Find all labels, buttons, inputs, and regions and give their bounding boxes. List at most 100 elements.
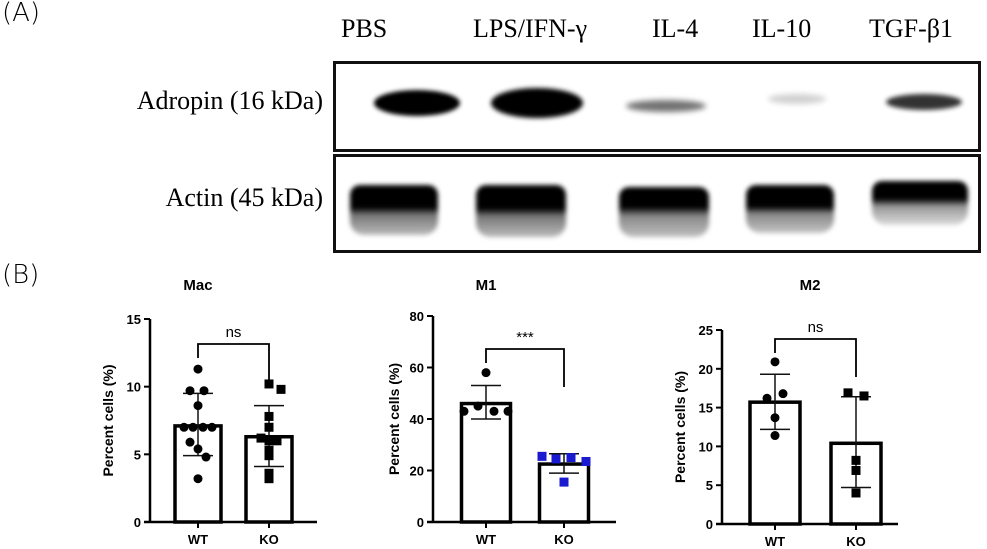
significance-label: ns: [808, 319, 824, 336]
data-point: [459, 406, 469, 416]
significance-bracket: [774, 338, 857, 377]
data-point: [179, 422, 189, 432]
lane-label-lps-ifn: LPS/IFN-γ: [473, 14, 588, 43]
band-actin-il4: [619, 187, 709, 237]
x-tick-label-wt: WT: [765, 534, 785, 549]
y-tick-label: 20: [699, 362, 713, 377]
x-tick-label-ko: KO: [846, 534, 866, 549]
row-label-adropin: Adropin (16 kDa): [136, 86, 323, 115]
data-point: [193, 444, 203, 454]
chart-m1: M1 0 20 40 60 80 Percent cells (%) WT KO ***: [386, 277, 616, 547]
data-point: [581, 456, 591, 466]
y-tick-label: 5: [134, 447, 141, 462]
band-adropin-il4: [626, 100, 706, 112]
data-point: [198, 422, 208, 432]
data-point: [473, 401, 483, 411]
y-tick-label: 0: [706, 517, 713, 532]
data-point: [537, 451, 547, 461]
y-tick-label: 15: [699, 401, 713, 416]
y-tick-label: 0: [134, 515, 141, 530]
y-tick-label: 10: [699, 439, 713, 454]
x-tick-label-ko: KO: [259, 532, 279, 547]
data-point: [264, 474, 274, 484]
data-point: [778, 389, 788, 399]
x-tick-label-ko: KO: [554, 532, 574, 547]
data-point: [503, 406, 513, 416]
data-point: [770, 413, 780, 423]
y-tick-label: 40: [410, 412, 424, 427]
data-point: [272, 436, 282, 446]
band-adropin-pbs: [374, 90, 460, 116]
chart-m2: M2 0 5 10 15 20 25 Percent cells (%) WT KO ns: [672, 277, 898, 549]
y-axis-title: Percent cells (%): [100, 364, 116, 476]
data-point: [566, 453, 576, 463]
data-point: [264, 411, 274, 421]
data-point: [559, 477, 569, 487]
data-point: [762, 393, 772, 403]
data-point: [851, 455, 861, 465]
band-actin-il10: [746, 185, 834, 233]
lane-label-il4: IL-4: [652, 14, 699, 43]
panel-a-label: (A): [2, 0, 41, 28]
x-tick-label-wt: WT: [188, 532, 208, 547]
data-point: [207, 422, 217, 432]
band-adropin-il10: [768, 94, 826, 104]
y-axis-title: Percent cells (%): [386, 363, 402, 475]
data-point: [185, 437, 195, 447]
chart-mac: Mac 0 5 10 15 Percent cells (%) WT KO ns: [100, 277, 317, 547]
row-label-actin: Actin (45 kDa): [165, 183, 323, 212]
significance-bracket: [197, 343, 270, 382]
data-point: [199, 386, 209, 396]
y-tick-label: 20: [410, 464, 424, 479]
significance-label: ns: [226, 324, 242, 341]
y-tick-label: 5: [706, 478, 713, 493]
lane-label-il10: IL-10: [752, 14, 812, 43]
significance-label: ***: [516, 329, 534, 346]
y-axis-title: Percent cells (%): [672, 371, 688, 483]
panel-b-label: (B): [2, 260, 40, 290]
chart-title: Mac: [183, 277, 212, 294]
x-tick-label-wt: WT: [476, 532, 496, 547]
band-adropin-tgfb1: [886, 94, 962, 110]
data-point: [770, 357, 780, 367]
data-point: [551, 454, 561, 464]
data-point: [193, 474, 203, 484]
data-point: [276, 384, 286, 394]
bar-wt: [459, 401, 513, 524]
significance-bracket: [485, 348, 565, 387]
y-tick-label: 0: [417, 515, 424, 530]
data-point: [256, 433, 266, 443]
data-point: [843, 388, 853, 398]
data-point: [851, 488, 861, 498]
y-tick-label: 80: [410, 309, 424, 324]
y-tick-label: 10: [127, 380, 141, 395]
data-point: [264, 445, 274, 455]
data-point: [188, 422, 198, 432]
band-actin-lps: [476, 185, 566, 237]
y-tick-label: 60: [410, 361, 424, 376]
lane-label-pbs: PBS: [341, 14, 388, 43]
y-tick-label: 15: [127, 312, 141, 327]
band-adropin-lps: [491, 88, 583, 118]
data-point: [859, 391, 869, 401]
band-actin-pbs: [350, 185, 438, 235]
data-point: [481, 368, 491, 378]
y-tick-label: 25: [699, 323, 713, 338]
lane-label-tgfb1: TGF-β1: [869, 14, 954, 43]
data-point: [201, 452, 211, 462]
data-point: [193, 364, 203, 374]
data-point: [264, 451, 274, 461]
chart-title: M1: [476, 277, 497, 294]
data-point: [489, 406, 499, 416]
data-point: [851, 465, 861, 475]
actin-blot: [333, 154, 981, 253]
adropin-blot: [333, 61, 981, 152]
data-point: [193, 401, 203, 411]
data-point: [264, 379, 274, 389]
data-point: [264, 436, 274, 446]
chart-title: M2: [800, 277, 821, 294]
data-point: [264, 422, 274, 432]
data-point: [264, 468, 274, 478]
data-point: [185, 386, 195, 396]
